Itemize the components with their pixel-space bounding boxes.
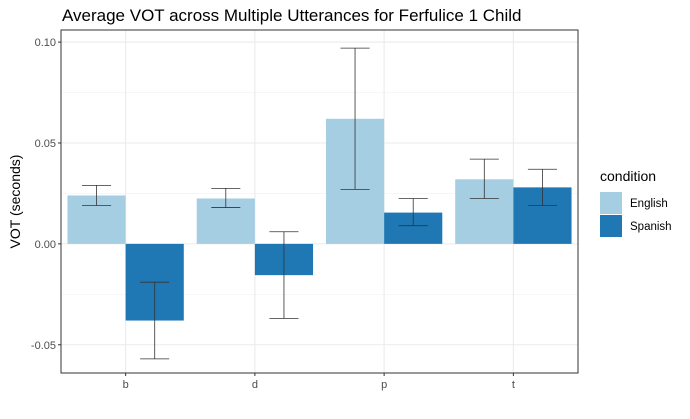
error-bars — [82, 47, 557, 360]
legend-title: condition — [600, 168, 656, 184]
chart-title: Average VOT across Multiple Utterances f… — [62, 6, 522, 25]
y-axis: -0.05 0.00 0.05 0.10 — [31, 37, 61, 352]
y-tick-label: 0.10 — [35, 37, 56, 49]
x-tick-label: d — [252, 379, 258, 391]
y-tick-label: 0.05 — [35, 138, 56, 150]
y-tick-label: -0.05 — [31, 340, 56, 352]
legend: condition English Spanish — [600, 168, 672, 237]
y-tick-label: 0.00 — [35, 239, 56, 251]
legend-label-spanish: Spanish — [630, 221, 672, 233]
bars — [67, 118, 572, 321]
legend-label-english: English — [630, 198, 668, 210]
legend-key-english — [600, 192, 622, 214]
legend-key-spanish — [600, 215, 622, 237]
panel-border — [60, 29, 579, 374]
y-axis-label: VOT (seconds) — [7, 155, 23, 249]
x-tick-label: t — [512, 379, 515, 391]
x-tick-label: p — [381, 379, 387, 391]
x-tick-label: b — [123, 379, 129, 391]
